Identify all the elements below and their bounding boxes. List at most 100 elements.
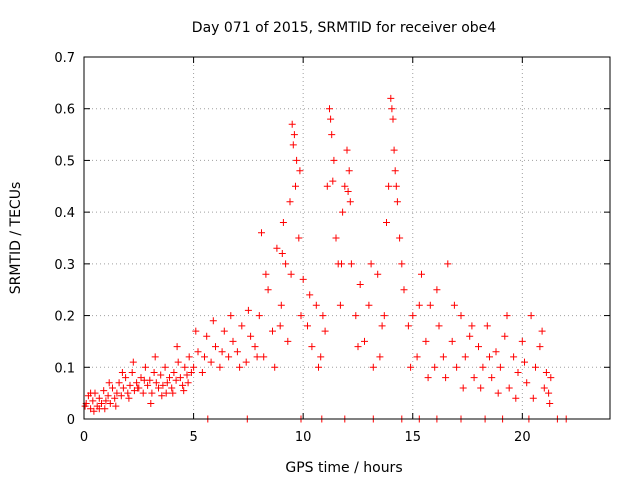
data-point [287,270,295,278]
data-point [361,337,368,345]
data-point [293,156,301,164]
data-point [179,381,187,389]
data-point [339,208,347,216]
data-point [117,392,125,400]
data-point [276,322,284,330]
data-point [356,281,364,288]
data-point [547,374,555,382]
data-point [207,358,215,366]
data-point [129,358,137,366]
data-point [151,353,159,361]
data-point [404,322,412,330]
data-point [505,384,513,392]
data-point [203,332,211,340]
data-point [134,384,142,392]
data-point [398,260,406,268]
data-point [284,337,292,345]
data-point [503,312,511,320]
data-point [236,363,244,371]
data-point [518,337,526,345]
data-point [536,343,544,351]
data-point [152,379,160,387]
data-point [431,363,439,371]
x-tick-label: 0 [80,430,88,445]
data-point [486,353,493,361]
y-tick-label: 0.4 [54,206,75,221]
data-point [450,301,458,309]
y-tick-label: 0.6 [54,103,75,118]
y-axis-label: SRMTID / TECUs [8,182,24,295]
data-point [180,387,188,395]
data-point [369,363,377,371]
data-point [87,389,95,397]
data-point [209,317,217,325]
data-point [494,389,502,397]
data-point [163,379,171,387]
data-point [119,384,127,392]
data-point [105,379,113,387]
data-point [479,363,487,371]
data-point [278,250,286,257]
data-point [521,358,528,366]
data-point [194,348,202,356]
data-point [201,353,208,361]
data-point [229,337,237,345]
data-point [457,312,465,320]
data-point [158,392,166,400]
data-point [415,301,423,309]
data-point [166,374,173,382]
data-point [148,389,156,397]
data-point [344,188,352,195]
y-tick-label: 0.5 [54,154,75,169]
y-tick-label: 0.2 [54,310,75,325]
data-point [150,369,158,376]
grid-lines [84,57,610,419]
y-tick-label: 0 [67,413,75,428]
data-point [468,322,476,330]
data-point [244,306,252,314]
data-point [321,327,329,335]
data-point [264,286,272,294]
data-point [424,374,432,382]
data-point [262,270,270,278]
data-point [328,131,336,139]
data-point [330,156,338,164]
data-point [192,327,200,335]
data-point [545,389,553,397]
data-point [475,343,482,351]
data-point [109,384,116,392]
data-point [225,353,233,361]
data-point [176,374,184,382]
data-point [512,394,520,402]
data-point [100,387,108,395]
data-point [315,363,322,371]
data-point [510,353,518,361]
data-point [118,369,126,376]
data-point [89,397,97,405]
data-point [185,353,193,361]
data-point [290,131,298,139]
data-point [255,312,263,320]
data-point [157,371,165,379]
data-point [133,379,141,387]
data-point [159,381,167,389]
data-point [104,392,112,400]
data-point [297,312,305,320]
data-point [341,182,349,190]
data-point [488,374,496,382]
data-point [422,337,430,345]
data-point [304,322,311,330]
data-point [477,384,485,392]
data-point [523,379,531,387]
data-point [190,363,198,371]
data-point [433,286,441,294]
data-point [346,198,354,206]
x-tick-label: 5 [189,430,197,445]
chart-title: Day 071 of 2015, SRMTID for receiver obe… [192,20,496,36]
data-point [115,379,123,387]
data-point [296,167,304,175]
data-point [418,270,425,278]
data-point [453,363,461,371]
data-point [352,312,360,320]
data-point [140,376,148,384]
